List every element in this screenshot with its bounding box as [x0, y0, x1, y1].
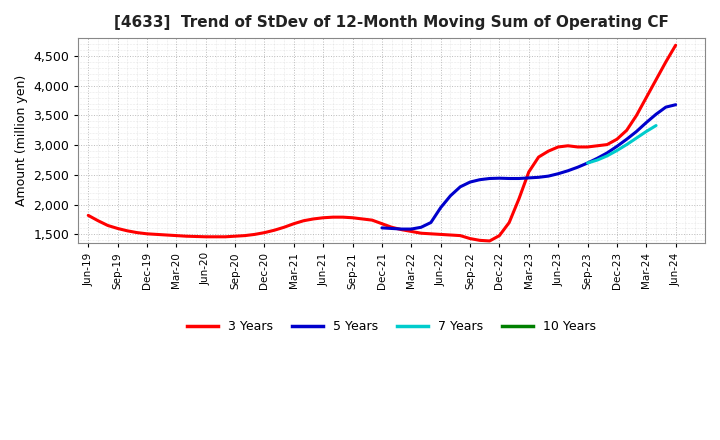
3 Years [289, 221, 298, 226]
5 Years [632, 129, 641, 134]
5 Years [515, 176, 523, 181]
7 Years [642, 129, 651, 134]
5 Years [407, 227, 415, 232]
Legend: 3 Years, 5 Years, 7 Years, 10 Years: 3 Years, 5 Years, 7 Years, 10 Years [182, 315, 601, 338]
5 Years [426, 220, 435, 225]
Line: 7 Years: 7 Years [588, 125, 656, 163]
7 Years [652, 123, 660, 128]
5 Years [671, 102, 680, 107]
5 Years [613, 144, 621, 149]
Title: [4633]  Trend of StDev of 12-Month Moving Sum of Operating CF: [4633] Trend of StDev of 12-Month Moving… [114, 15, 669, 30]
Line: 5 Years: 5 Years [382, 105, 675, 229]
5 Years [446, 193, 455, 198]
5 Years [417, 225, 426, 230]
5 Years [524, 175, 533, 180]
7 Years [593, 158, 602, 163]
3 Years [603, 142, 611, 147]
3 Years [202, 234, 210, 239]
3 Years [397, 227, 406, 232]
5 Years [603, 150, 611, 156]
7 Years [632, 136, 641, 141]
7 Years [583, 161, 592, 166]
5 Years [466, 180, 474, 185]
5 Years [662, 104, 670, 110]
5 Years [642, 120, 651, 125]
5 Years [554, 171, 562, 176]
5 Years [505, 176, 513, 181]
5 Years [456, 184, 464, 190]
5 Years [534, 175, 543, 180]
3 Years [436, 232, 445, 237]
5 Years [544, 173, 553, 179]
7 Years [613, 148, 621, 153]
3 Years [84, 213, 93, 218]
5 Years [593, 156, 602, 161]
5 Years [485, 176, 494, 181]
Line: 3 Years: 3 Years [89, 45, 675, 241]
5 Years [436, 205, 445, 210]
5 Years [377, 225, 386, 231]
7 Years [622, 142, 631, 147]
5 Years [475, 177, 484, 182]
5 Years [387, 226, 396, 231]
3 Years [671, 43, 680, 48]
7 Years [603, 153, 611, 158]
5 Years [652, 112, 660, 117]
5 Years [622, 136, 631, 142]
5 Years [495, 176, 504, 181]
5 Years [573, 165, 582, 170]
5 Years [397, 227, 406, 232]
Y-axis label: Amount (million yen): Amount (million yen) [15, 75, 28, 206]
5 Years [583, 161, 592, 166]
3 Years [485, 238, 494, 244]
5 Years [564, 168, 572, 173]
3 Years [221, 234, 230, 239]
